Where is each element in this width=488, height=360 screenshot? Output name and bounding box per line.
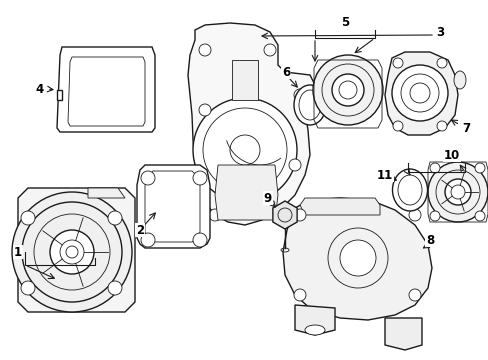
Circle shape <box>312 55 382 125</box>
Circle shape <box>193 171 206 185</box>
Circle shape <box>193 98 296 202</box>
Circle shape <box>108 281 122 295</box>
Circle shape <box>293 89 305 101</box>
Circle shape <box>392 121 402 131</box>
Polygon shape <box>384 318 421 350</box>
Circle shape <box>429 163 439 173</box>
Ellipse shape <box>305 325 325 335</box>
Circle shape <box>474 163 484 173</box>
Circle shape <box>141 233 155 247</box>
Circle shape <box>391 65 447 121</box>
Circle shape <box>264 44 275 56</box>
Circle shape <box>193 233 206 247</box>
Circle shape <box>21 281 35 295</box>
Circle shape <box>229 135 260 165</box>
Circle shape <box>199 44 210 56</box>
Polygon shape <box>57 47 155 132</box>
Circle shape <box>436 121 446 131</box>
Ellipse shape <box>293 85 325 125</box>
Circle shape <box>409 83 429 103</box>
Text: 7: 7 <box>461 122 469 135</box>
Polygon shape <box>215 165 278 220</box>
Circle shape <box>429 211 439 221</box>
Circle shape <box>331 74 363 106</box>
Ellipse shape <box>392 169 427 211</box>
Text: 6: 6 <box>281 66 289 78</box>
Polygon shape <box>231 60 258 100</box>
Polygon shape <box>187 23 314 225</box>
Text: 9: 9 <box>264 192 271 204</box>
Polygon shape <box>299 198 379 215</box>
Polygon shape <box>18 188 135 312</box>
Circle shape <box>474 211 484 221</box>
Circle shape <box>108 211 122 225</box>
Circle shape <box>339 240 375 276</box>
Circle shape <box>408 209 420 221</box>
Text: 11: 11 <box>376 168 392 181</box>
Text: 4: 4 <box>36 82 44 95</box>
Text: 1: 1 <box>14 246 22 258</box>
Circle shape <box>293 289 305 301</box>
Polygon shape <box>283 198 431 320</box>
Circle shape <box>208 209 221 221</box>
Text: 8: 8 <box>425 234 433 247</box>
Text: 10: 10 <box>443 149 459 162</box>
Circle shape <box>21 211 35 225</box>
Circle shape <box>141 171 155 185</box>
Text: 5: 5 <box>340 15 348 28</box>
Polygon shape <box>137 165 209 248</box>
Circle shape <box>66 246 78 258</box>
Polygon shape <box>294 305 334 335</box>
Polygon shape <box>272 201 297 229</box>
Circle shape <box>444 179 470 205</box>
Text: 2: 2 <box>136 224 144 237</box>
Circle shape <box>436 58 446 68</box>
Circle shape <box>50 230 94 274</box>
Circle shape <box>293 209 305 221</box>
Polygon shape <box>57 90 62 100</box>
Circle shape <box>288 159 301 171</box>
Polygon shape <box>88 188 125 198</box>
Text: 3: 3 <box>435 26 443 39</box>
Polygon shape <box>384 52 457 135</box>
Circle shape <box>427 162 487 222</box>
Circle shape <box>392 58 402 68</box>
Circle shape <box>408 289 420 301</box>
Circle shape <box>12 192 132 312</box>
Circle shape <box>199 104 210 116</box>
Ellipse shape <box>453 71 465 89</box>
